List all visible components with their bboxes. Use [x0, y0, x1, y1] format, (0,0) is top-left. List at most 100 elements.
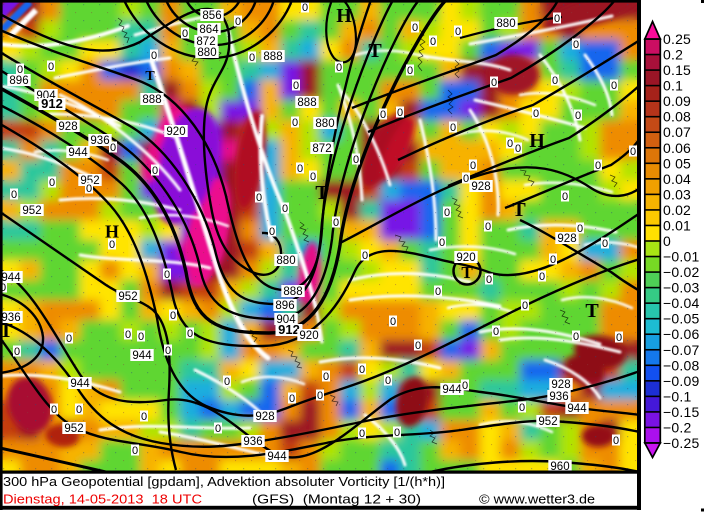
svg-text:© www.wetter3.de: © www.wetter3.de — [479, 492, 595, 507]
svg-text:0: 0 — [539, 271, 545, 283]
svg-text:0: 0 — [215, 423, 221, 435]
svg-text:912: 912 — [278, 322, 300, 337]
svg-text:0: 0 — [491, 77, 497, 89]
svg-text:0: 0 — [573, 331, 579, 343]
svg-text:0: 0 — [380, 109, 386, 121]
svg-text:936: 936 — [1, 312, 20, 324]
svg-text:0: 0 — [359, 428, 365, 440]
svg-text:0: 0 — [151, 50, 157, 62]
svg-text:H: H — [529, 130, 545, 152]
svg-text:872: 872 — [196, 36, 215, 48]
svg-text:0: 0 — [164, 269, 170, 281]
svg-text:0.04: 0.04 — [663, 171, 691, 187]
svg-text:0: 0 — [249, 52, 255, 64]
svg-text:888: 888 — [297, 97, 316, 109]
svg-text:0: 0 — [463, 173, 469, 185]
svg-text:0: 0 — [515, 143, 521, 155]
svg-text:0: 0 — [297, 163, 303, 175]
svg-text:0: 0 — [256, 192, 262, 204]
svg-text:H: H — [336, 5, 352, 27]
svg-text:T: T — [368, 40, 382, 62]
svg-text:−0.1: −0.1 — [663, 388, 691, 404]
svg-text:0: 0 — [485, 221, 491, 233]
svg-text:0: 0 — [407, 65, 413, 77]
svg-text:−0.05: −0.05 — [663, 311, 699, 327]
svg-text:0: 0 — [444, 207, 450, 219]
svg-text:920: 920 — [456, 252, 475, 264]
svg-text:0: 0 — [187, 328, 193, 340]
svg-text:0: 0 — [385, 375, 391, 387]
svg-text:952: 952 — [22, 205, 41, 217]
svg-text:0.01: 0.01 — [663, 217, 691, 233]
svg-text:0: 0 — [613, 435, 619, 447]
svg-text:936: 936 — [243, 436, 262, 448]
svg-text:896: 896 — [275, 300, 294, 312]
svg-text:0: 0 — [390, 316, 396, 328]
svg-text:936: 936 — [549, 391, 568, 403]
svg-text:0: 0 — [602, 238, 608, 250]
svg-text:0: 0 — [439, 237, 445, 249]
svg-text:880: 880 — [276, 255, 295, 267]
svg-text:928: 928 — [255, 411, 274, 423]
svg-text:0: 0 — [533, 108, 539, 120]
svg-text:T: T — [315, 182, 329, 204]
svg-text:0: 0 — [152, 165, 158, 177]
svg-text:0: 0 — [49, 177, 55, 189]
svg-text:T: T — [585, 300, 599, 322]
svg-text:0: 0 — [86, 183, 92, 195]
svg-text:T: T — [512, 199, 526, 221]
svg-text:0: 0 — [302, 2, 308, 14]
svg-text:0: 0 — [48, 61, 54, 73]
svg-text:0: 0 — [611, 80, 617, 92]
svg-text:856: 856 — [202, 10, 221, 22]
svg-text:0: 0 — [575, 110, 581, 122]
svg-text:0: 0 — [353, 154, 359, 166]
svg-text:888: 888 — [142, 94, 161, 106]
svg-text:0.15: 0.15 — [663, 62, 691, 78]
svg-text:0: 0 — [141, 411, 147, 423]
svg-text:944: 944 — [567, 403, 587, 415]
svg-text:0: 0 — [165, 345, 171, 357]
svg-text:928: 928 — [551, 379, 570, 391]
svg-text:−0.06: −0.06 — [663, 326, 699, 342]
svg-text:888: 888 — [283, 286, 302, 298]
svg-text:928: 928 — [471, 181, 490, 193]
svg-text:0: 0 — [310, 171, 316, 183]
svg-text:0: 0 — [125, 329, 131, 341]
svg-text:0.06: 0.06 — [663, 140, 691, 156]
svg-text:0: 0 — [336, 62, 342, 74]
svg-text:0: 0 — [430, 36, 436, 48]
svg-text:880: 880 — [197, 47, 216, 59]
svg-text:896: 896 — [9, 75, 28, 87]
svg-text:0: 0 — [292, 117, 298, 129]
svg-text:T: T — [461, 263, 473, 282]
svg-text:952: 952 — [538, 416, 557, 428]
svg-text:300 hPa Geopotential [gpdam],: 300 hPa Geopotential [gpdam], Advektion … — [3, 474, 445, 489]
svg-text:T: T — [0, 320, 13, 342]
svg-text:0: 0 — [224, 376, 230, 388]
svg-text:0.2: 0.2 — [663, 47, 683, 63]
svg-text:0: 0 — [269, 226, 275, 238]
svg-text:−0.07: −0.07 — [663, 342, 699, 358]
svg-text:0: 0 — [663, 233, 671, 249]
svg-text:0.08: 0.08 — [663, 109, 691, 125]
svg-text:0: 0 — [397, 107, 403, 119]
svg-text:0: 0 — [522, 300, 528, 312]
svg-text:0: 0 — [573, 39, 579, 51]
svg-text:−0.03: −0.03 — [663, 280, 699, 296]
svg-text:0: 0 — [470, 160, 476, 172]
svg-text:928: 928 — [58, 121, 77, 133]
svg-text:0: 0 — [66, 333, 72, 345]
svg-text:0: 0 — [110, 142, 116, 154]
svg-text:0: 0 — [0, 282, 6, 294]
svg-text:0: 0 — [562, 191, 568, 203]
svg-text:0: 0 — [435, 286, 441, 298]
svg-text:928: 928 — [557, 233, 576, 245]
svg-text:−0.02: −0.02 — [663, 264, 699, 280]
svg-text:−0.08: −0.08 — [663, 357, 699, 373]
svg-text:0: 0 — [415, 340, 421, 352]
svg-text:0: 0 — [554, 13, 560, 25]
svg-text:0: 0 — [550, 254, 556, 266]
svg-text:944: 944 — [132, 350, 152, 362]
svg-text:944: 944 — [442, 384, 462, 396]
